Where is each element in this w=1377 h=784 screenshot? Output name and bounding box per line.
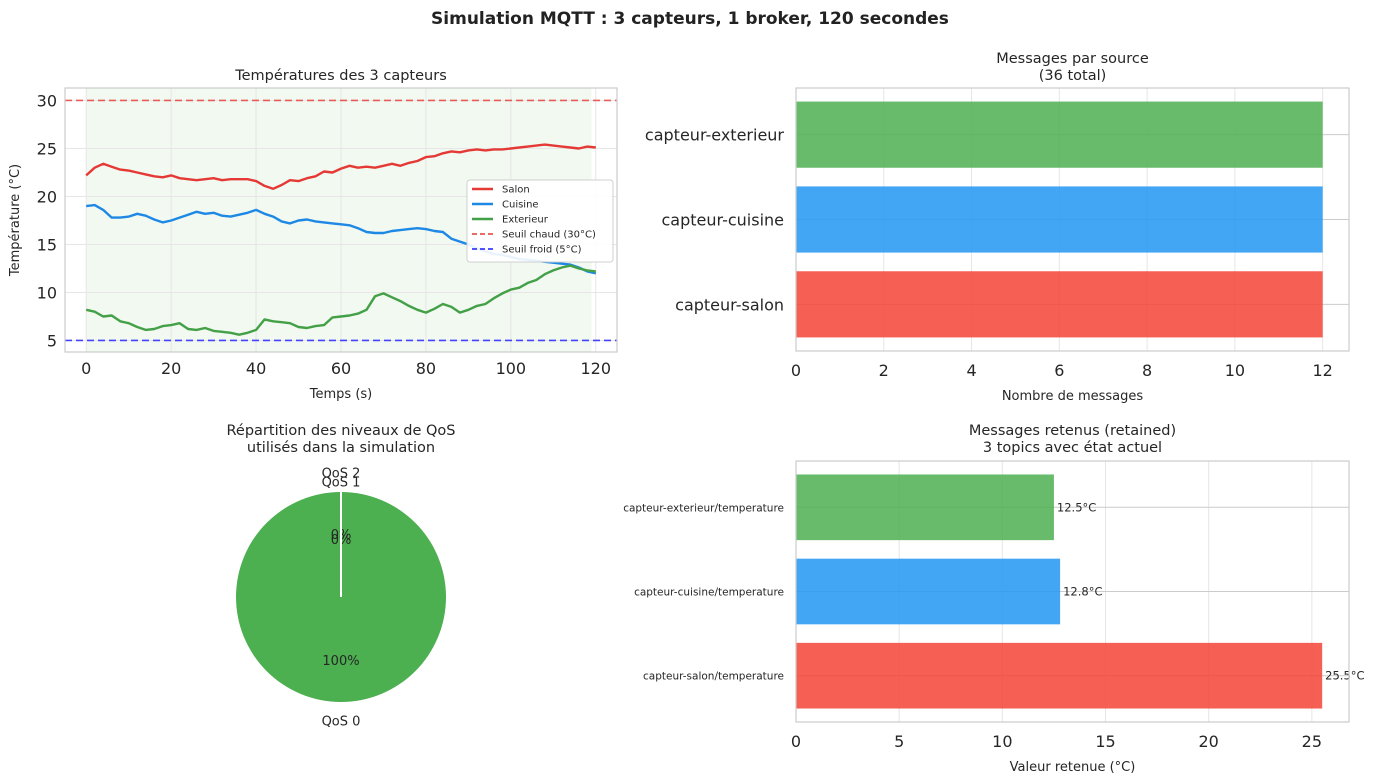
legend-label: Exterieur bbox=[502, 215, 549, 226]
figure-suptitle: Simulation MQTT : 3 capteurs, 1 broker, … bbox=[431, 9, 949, 29]
x-axis-label: Nombre de messages bbox=[1002, 389, 1144, 404]
x-tick-label: 10 bbox=[992, 732, 1012, 751]
x-tick-label: 0 bbox=[791, 361, 801, 380]
bar-value-label: 12.8°C bbox=[1063, 585, 1102, 599]
legend-label: Seuil froid (5°C) bbox=[502, 245, 582, 256]
x-tick-label: 12 bbox=[1312, 361, 1332, 380]
y-tick-label: 30 bbox=[37, 91, 57, 110]
x-tick-label: 80 bbox=[416, 359, 436, 378]
x-tick-label: 0 bbox=[81, 359, 91, 378]
temperature-line-chart: 0 20 40 60 80 100 120 5 10 15 20 25 30 Températures d… bbox=[8, 68, 618, 402]
chart-title: Températures des 3 capteurs bbox=[234, 68, 447, 84]
y-tick-label: 5 bbox=[47, 331, 57, 350]
bar-capteur-exterieur bbox=[796, 101, 1323, 168]
bar-capteur-exterieur-temperature bbox=[796, 474, 1054, 541]
x-tick-label: 120 bbox=[580, 359, 611, 378]
pie-label: QoS 0 bbox=[322, 715, 361, 730]
pie-label: QoS 1 bbox=[322, 476, 361, 491]
pie-pct-label: 100% bbox=[322, 654, 359, 669]
x-tick-label: 20 bbox=[161, 359, 181, 378]
chart-title-line: Messages par source bbox=[996, 51, 1149, 67]
y-tick-label: 20 bbox=[37, 187, 57, 206]
pie-label: QoS 2 bbox=[322, 467, 361, 482]
x-tick-label: 2 bbox=[879, 361, 889, 380]
legend-label: Cuisine bbox=[502, 200, 539, 211]
chart-title-line: (36 total) bbox=[1039, 68, 1107, 84]
legend: Salon Cuisine Exterieur Seuil chaud (30°C) S… bbox=[466, 179, 614, 263]
chart-title-line: utilisés dans la simulation bbox=[247, 440, 435, 456]
x-axis-label: Valeur retenue (°C) bbox=[1010, 760, 1136, 775]
series-line-exterieur bbox=[85, 264, 596, 336]
x-tick-label: 4 bbox=[966, 361, 976, 380]
y-tick-label: capteur-salon bbox=[675, 295, 784, 314]
legend-box bbox=[466, 179, 614, 263]
x-tick-label: 60 bbox=[331, 359, 351, 378]
x-tick-label: 15 bbox=[1095, 732, 1115, 751]
retained-messages-bar-chart: 0 5 10 15 20 25 capteur-salon/temperature 25.5°… bbox=[623, 423, 1364, 775]
bar-value-label: 25.5°C bbox=[1325, 669, 1364, 683]
x-tick-label: 8 bbox=[1142, 361, 1152, 380]
axes-frame bbox=[795, 87, 1350, 352]
legend-label: Salon bbox=[502, 185, 530, 196]
axes-frame bbox=[795, 460, 1350, 723]
x-tick-label: 6 bbox=[1054, 361, 1064, 380]
legend-label: Seuil chaud (30°C) bbox=[502, 230, 596, 241]
y-tick-label: capteur-exterieur bbox=[645, 126, 785, 145]
y-tick-label: capteur-exterieur/temperature bbox=[623, 502, 784, 514]
y-tick-label: capteur-cuisine bbox=[662, 211, 785, 230]
x-tick-label: 10 bbox=[1225, 361, 1245, 380]
x-tick-label: 100 bbox=[496, 359, 527, 378]
x-tick-label: 0 bbox=[791, 732, 801, 751]
y-tick-label: 10 bbox=[37, 283, 57, 302]
x-axis-label: Temps (s) bbox=[309, 387, 372, 402]
x-tick-label: 5 bbox=[894, 732, 904, 751]
chart-title-line: Répartition des niveaux de QoS bbox=[227, 423, 456, 439]
bar-capteur-salon-temperature bbox=[796, 642, 1323, 709]
bar-capteur-salon bbox=[796, 271, 1323, 338]
y-tick-label: 15 bbox=[37, 235, 57, 254]
messages-per-source-bar-chart: 0 2 4 6 8 10 12 capteur-salon capteur-cuisine cap… bbox=[645, 51, 1350, 404]
chart-title-line: Messages retenus (retained) bbox=[969, 423, 1176, 439]
bar-capteur-cuisine bbox=[796, 186, 1323, 253]
chart-title-line: 3 topics avec état actuel bbox=[983, 440, 1162, 456]
axes-frame bbox=[64, 87, 618, 353]
bar-capteur-cuisine-temperature bbox=[796, 558, 1061, 625]
y-tick-label: capteur-salon/temperature bbox=[643, 671, 784, 683]
bar-value-label: 12.5°C bbox=[1057, 500, 1096, 514]
y-axis-label: Température (°C) bbox=[8, 164, 23, 277]
y-tick-label: capteur-cuisine/temperature bbox=[634, 587, 784, 599]
series-line-salon bbox=[85, 143, 596, 190]
y-tick-label: 25 bbox=[37, 139, 57, 158]
x-tick-label: 25 bbox=[1302, 732, 1322, 751]
x-tick-label: 40 bbox=[246, 359, 266, 378]
x-tick-label: 20 bbox=[1199, 732, 1219, 751]
